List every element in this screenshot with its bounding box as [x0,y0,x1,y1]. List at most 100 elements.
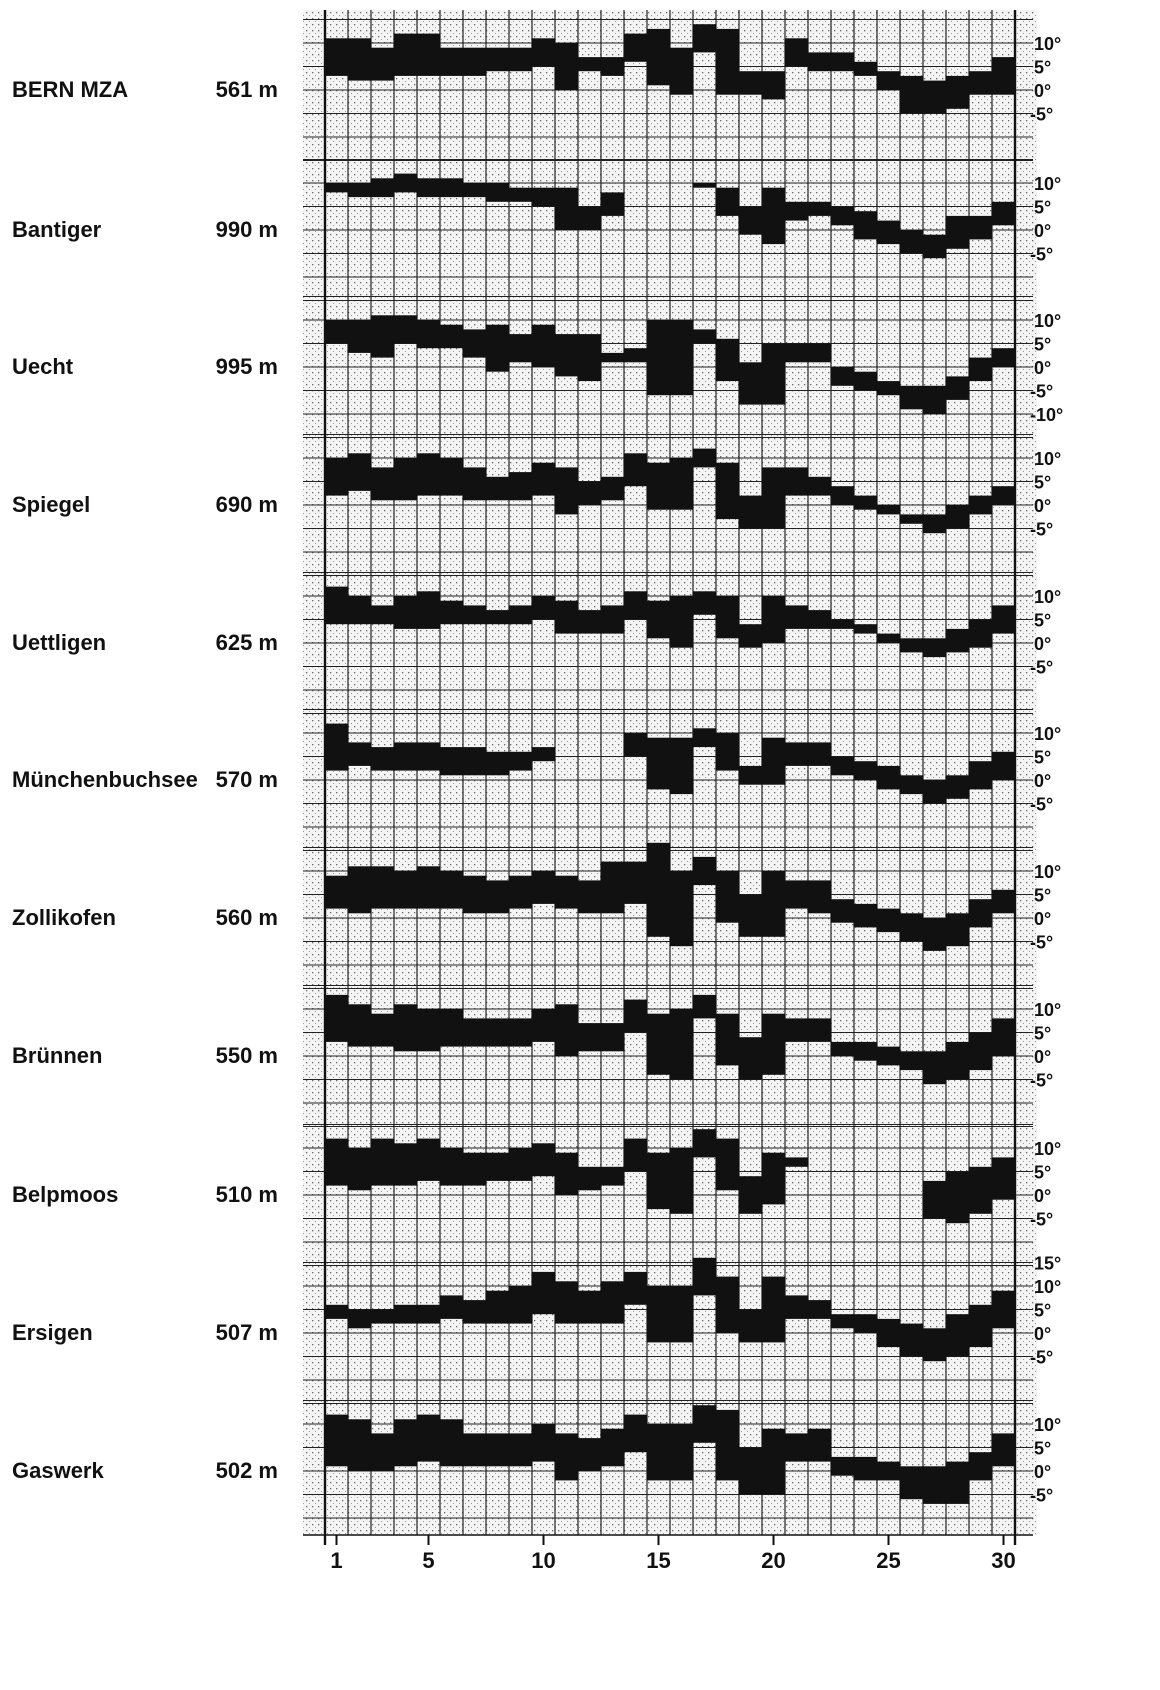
temperature-bar [853,211,878,240]
temperature-bar [508,605,533,625]
temperature-bar [600,605,625,634]
temperature-bar [324,875,349,909]
station-name: Gaswerk [12,1458,104,1483]
station-altitude: 550 m [216,1043,278,1068]
x-tick-label: 15 [646,1548,670,1573]
temperature-bar [784,1157,809,1167]
temperature-bar [669,1424,694,1481]
temperature-bar [991,1157,1016,1200]
temperature-bar [669,1009,694,1080]
temperature-bar [784,1018,809,1042]
temperature-bar [646,737,671,790]
temperature-bar [439,747,464,776]
temperature-bar [531,871,556,904]
temperature-bar [416,1009,441,1052]
station-altitude: 510 m [216,1182,278,1207]
temperature-bar [324,994,349,1042]
temperature-bar [669,596,694,648]
temperature-bar [738,1176,763,1214]
temperature-bar [853,761,878,780]
temperature-bar [485,880,510,914]
y-tick-label: 0° [1034,771,1051,791]
temperature-bar [508,472,533,501]
station-name: Münchenbuchsee [12,767,198,792]
temperature-bar [554,1004,579,1056]
temperature-bar [646,600,671,639]
temperature-bar [508,1018,533,1047]
y-tick-label: 5° [1034,1439,1051,1459]
temperature-bar [922,1180,947,1219]
temperature-bar [968,357,993,382]
temperature-bar [439,1419,464,1467]
temperature-bar [991,1433,1016,1467]
temperature-bar [646,1013,671,1075]
temperature-bar [623,999,648,1033]
temperature-bar [531,1424,556,1462]
temperature-bar [669,320,694,396]
temperature-bar [830,1456,855,1476]
temperature-bar [600,1428,625,1467]
temperature-bar [830,899,855,923]
x-tick-label: 5 [422,1548,434,1573]
temperature-bar [899,1466,924,1500]
temperature-bar [945,913,970,947]
temperature-bar [393,1419,418,1467]
temperature-bar [968,215,993,240]
temperature-bar [623,33,648,62]
station-altitude: 560 m [216,905,278,930]
temperature-bar [784,467,809,496]
temperature-bar [715,1276,740,1333]
temperature-bar [347,183,372,198]
temperature-bar [899,385,924,410]
temperature-bar [784,742,809,766]
temperature-bar [853,903,878,928]
temperature-bar [807,52,832,72]
temperature-bar [784,38,809,67]
temperature-bar [623,591,648,620]
y-tick-label: 10° [1034,1139,1061,1159]
temperature-bar [554,1433,579,1481]
temperature-bar [876,1046,901,1066]
temperature-bar [876,505,901,515]
temperature-bar [577,880,602,914]
temperature-bar [347,1004,372,1047]
temperature-bar [876,71,901,90]
temperature-bar [485,476,510,501]
temperature-bar [439,458,464,496]
station-altitude: 625 m [216,630,278,655]
temperature-bar [692,1129,717,1158]
temperature-bar [416,1138,441,1181]
temperature-bar [508,187,533,202]
temperature-bar [991,751,1016,780]
temperature-bar [830,619,855,629]
temperature-bar [899,75,924,114]
temperature-bar [393,1004,418,1052]
temperature-bar [784,1295,809,1319]
temperature-bar [830,756,855,776]
temperature-bar [600,192,625,216]
temperature-bar [692,591,717,615]
temperature-bar [922,780,947,804]
temperature-bar [761,467,786,529]
y-tick-label: 5° [1034,473,1051,493]
temperature-bar [945,628,970,653]
y-tick-label: -5° [1030,1210,1053,1230]
temperature-bar [577,1438,602,1471]
y-tick-label: 10° [1034,1277,1061,1297]
temperature-bar [669,737,694,795]
temperature-bar [554,875,579,909]
temperature-bar [393,315,418,344]
temperature-bar [508,334,533,363]
temperature-bar [922,234,947,259]
temperature-bar [945,376,970,400]
temperature-bar [393,871,418,909]
temperature-bar [370,1433,395,1471]
axes: 1 5 10 15 20 25 30 [303,10,1033,1573]
temperature-bar [692,183,717,188]
temperature-bar [876,765,901,790]
temperature-bar [692,1405,717,1443]
temperature-bar [577,1290,602,1324]
temperature-bar [876,1318,901,1348]
temperature-bar [945,1314,970,1357]
temperature-bar [830,1041,855,1056]
